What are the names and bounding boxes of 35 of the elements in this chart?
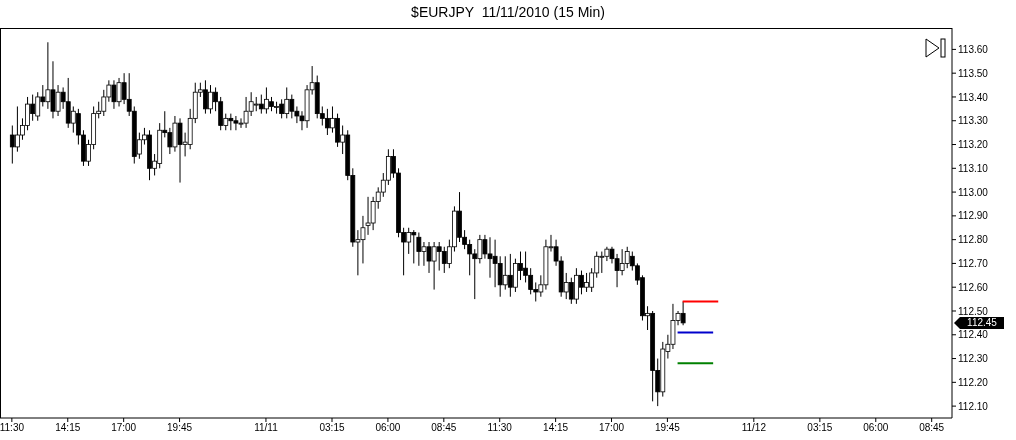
x-tick-label: 06:00 xyxy=(375,422,401,434)
x-tick-label: 19:45 xyxy=(654,422,681,434)
candlestick xyxy=(416,232,422,267)
x-tick-label: 11/11 xyxy=(254,422,279,434)
x-tick-label: 08:45 xyxy=(431,422,457,434)
x-tick-label: 08:45 xyxy=(919,422,945,434)
y-tick-label: 113.60 xyxy=(958,43,989,55)
y-tick-label: 112.80 xyxy=(958,234,989,246)
y-tick-label: 113.40 xyxy=(958,91,989,103)
x-tick-label: 11:30 xyxy=(487,422,513,434)
x-tick-label: 14:15 xyxy=(543,422,569,434)
x-tick-label: 03:15 xyxy=(319,422,345,434)
x-tick-label: 19:45 xyxy=(167,422,193,434)
x-tick-label: 06:00 xyxy=(863,422,889,434)
x-tick-label: 11:30 xyxy=(0,422,25,434)
y-tick-label: 113.50 xyxy=(958,67,989,79)
chart-title: $EURJPY 11/11/2010 (15 Min) xyxy=(410,4,606,20)
y-tick-label: 112.40 xyxy=(958,329,989,341)
y-tick-label: 112.30 xyxy=(958,353,989,365)
x-tick-label: 17:00 xyxy=(111,422,137,434)
x-tick-label: 11/12 xyxy=(741,422,767,434)
y-tick-label: 112.20 xyxy=(958,376,989,388)
y-tick-label: 112.60 xyxy=(958,281,989,293)
x-tick-label: 14:15 xyxy=(55,422,81,434)
y-tick-label: 113.30 xyxy=(958,115,989,127)
x-tick-label: 17:00 xyxy=(599,422,625,434)
y-tick-label: 112.90 xyxy=(958,210,989,222)
y-tick-label: 113.10 xyxy=(958,162,989,174)
y-tick-label: 112.50 xyxy=(958,305,989,317)
x-tick-label: 03:15 xyxy=(807,422,833,434)
y-tick-label: 112.70 xyxy=(958,257,989,269)
text: 112.45 xyxy=(967,317,998,329)
y-tick-label: 113.00 xyxy=(958,186,989,198)
y-tick-label: 113.20 xyxy=(958,139,989,151)
y-tick-label: 112.10 xyxy=(958,400,989,412)
